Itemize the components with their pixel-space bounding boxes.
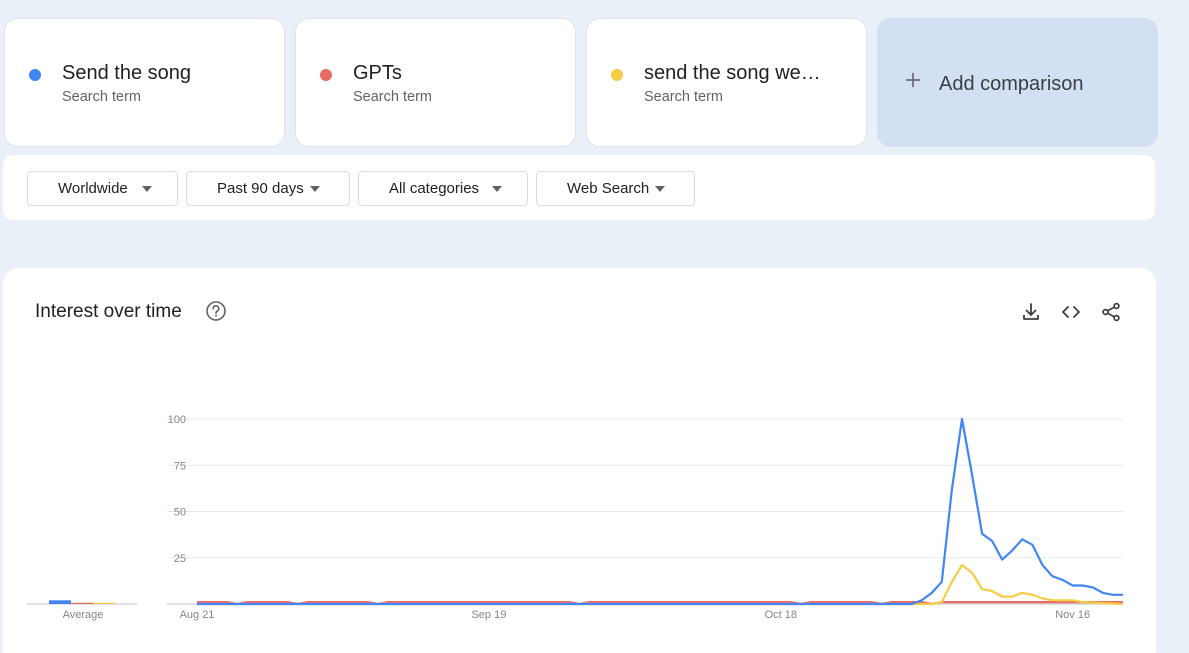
search-property-value: Web Search (567, 180, 650, 197)
caret-down-icon (310, 186, 320, 192)
term-name: Send the song (62, 62, 191, 84)
term-color-dot (611, 69, 623, 81)
caret-down-icon (492, 186, 502, 192)
series-line (197, 417, 1123, 606)
time-range-dropdown[interactable]: Past 90 days (186, 171, 350, 206)
series-line (197, 564, 1124, 606)
term-card-3[interactable]: send the song we… Search term (586, 18, 867, 147)
x-tick-label: Aug 21 (180, 609, 215, 621)
chart-title: Interest over time (35, 301, 182, 322)
add-comparison-button[interactable]: Add comparison (877, 18, 1158, 147)
y-tick-label: 25 (174, 553, 186, 565)
term-type: Search term (644, 89, 723, 105)
average-bar (49, 600, 71, 604)
search-property-dropdown[interactable]: Web Search (536, 171, 695, 206)
x-tick-label: Nov 16 (1055, 609, 1090, 621)
help-circle-icon[interactable] (205, 300, 227, 322)
download-icon[interactable] (1020, 301, 1042, 323)
add-comparison-label: Add comparison (939, 73, 1084, 95)
average-bar (71, 602, 93, 604)
share-icon[interactable] (1100, 301, 1122, 323)
y-tick-label: 50 (174, 507, 186, 519)
interest-over-time-card: Interest over time 25 50 75 100 Aug 21 Sep 19… (3, 268, 1156, 653)
filter-bar: Worldwide Past 90 days All categories We… (3, 155, 1155, 220)
term-name: send the song we… (644, 62, 821, 84)
x-tick-label: Oct 18 (765, 609, 797, 621)
term-color-dot (29, 69, 41, 81)
category-dropdown[interactable]: All categories (358, 171, 528, 206)
time-range-value: Past 90 days (217, 180, 304, 197)
caret-down-icon (655, 186, 665, 192)
term-card-1[interactable]: Send the song Search term (4, 18, 285, 147)
y-tick-label: 100 (168, 414, 186, 426)
category-value: All categories (389, 180, 480, 197)
region-value: Worldwide (58, 180, 128, 197)
caret-down-icon (142, 186, 152, 192)
y-tick-label: 75 (174, 460, 186, 472)
region-dropdown[interactable]: Worldwide (27, 171, 178, 206)
term-card-2[interactable]: GPTs Search term (295, 18, 576, 147)
average-label: Average (63, 609, 104, 621)
interest-chart: 25 50 75 100 Aug 21 Sep 19 Oct 18 Nov 16 Average (27, 414, 1124, 621)
term-color-dot (320, 69, 332, 81)
embed-code-icon[interactable] (1060, 301, 1082, 323)
search-terms-bar: Send the song Search term GPTs Search te… (4, 18, 1158, 147)
term-type: Search term (353, 89, 432, 105)
x-tick-label: Sep 19 (471, 609, 506, 621)
term-name: GPTs (353, 62, 402, 84)
average-bar (93, 602, 115, 604)
plus-icon (906, 73, 920, 87)
term-type: Search term (62, 89, 141, 105)
